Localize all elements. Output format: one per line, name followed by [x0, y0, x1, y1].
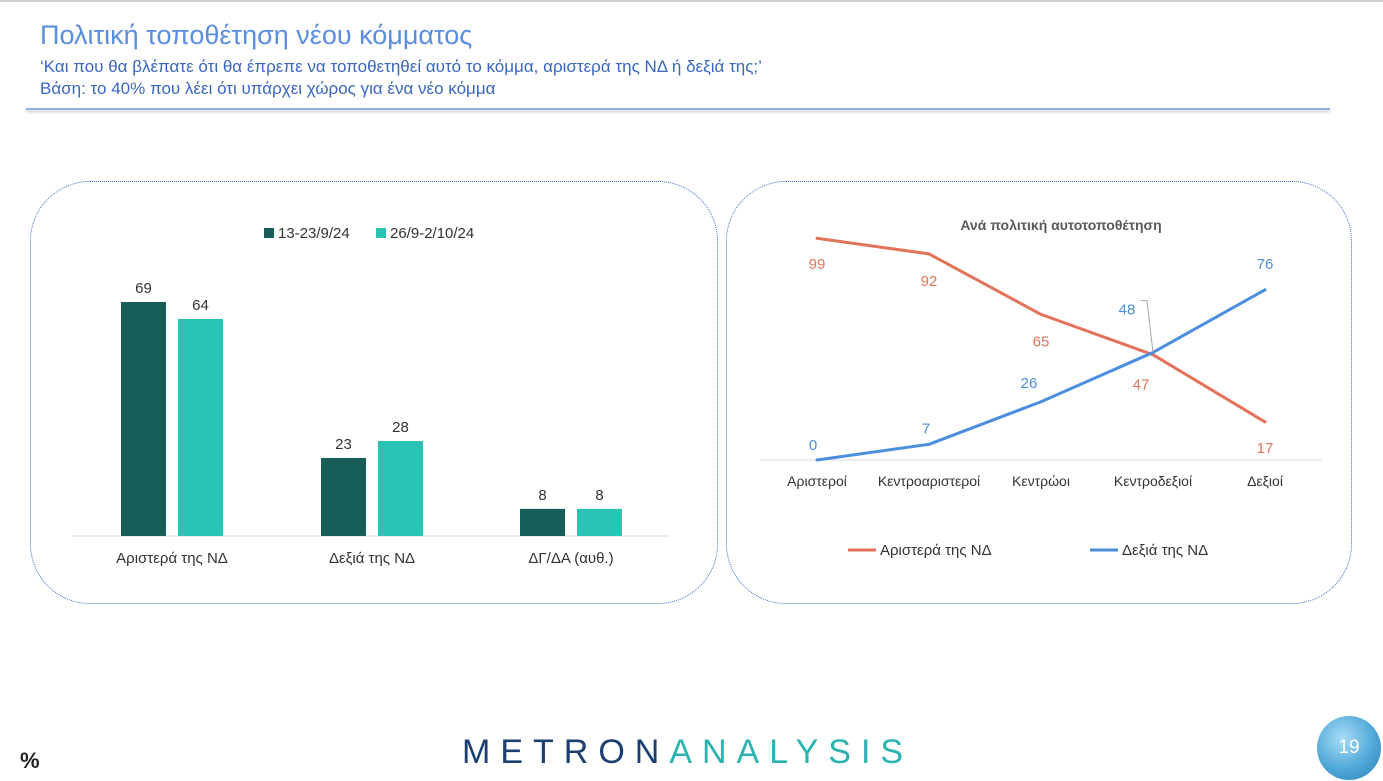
legend-label-1: Αριστερά της ΝΔ — [880, 542, 992, 559]
data-label-1-2: 92 — [921, 273, 938, 290]
legend-label-2: 26/9-2/10/24 — [390, 225, 474, 242]
line-chart-panel — [726, 181, 1352, 604]
x-tick-label-4: Κεντροδεξιοί — [1114, 473, 1192, 489]
brand-part-2: ANALYSIS — [669, 733, 914, 771]
data-label-1-1: 99 — [809, 256, 826, 273]
point-1-1 — [815, 236, 819, 240]
bar-chart-panel — [30, 181, 718, 604]
bar-value-2-2: 28 — [392, 419, 409, 436]
bar-value-1-1: 69 — [135, 280, 152, 297]
bar-3-2 — [577, 508, 622, 536]
point-2-5 — [1263, 288, 1267, 292]
top-border — [0, 0, 1383, 2]
x-tick-label-3: Κεντρώοι — [1012, 473, 1070, 489]
category-label-1: Αριστερά της ΝΔ — [116, 550, 228, 567]
legend-swatch-1 — [264, 228, 274, 238]
category-label-3: ΔΓ/ΔΑ (αυθ.) — [528, 550, 613, 567]
x-tick-label-2: Κεντροαριστεροί — [878, 473, 980, 489]
subtitle-block: ‘Και που θα βλέπατε ότι θα έπρεπε να τοπ… — [40, 56, 762, 100]
data-label-2-3: 26 — [1021, 375, 1038, 392]
bar-1-2 — [178, 318, 223, 536]
line-chart-title: Ανά πολιτική αυτοτοποθέτηση — [960, 217, 1161, 233]
bar-value-2-1: 23 — [335, 436, 352, 453]
bar-3-1 — [520, 508, 565, 536]
x-tick-label-1: Αριστεροί — [787, 473, 847, 489]
survey-question: ‘Και που θα βλέπατε ότι θα έπρεπε να τοπ… — [40, 57, 762, 76]
bar-2-1 — [321, 458, 366, 536]
point-2-2 — [927, 442, 931, 446]
data-label-1-4: 47 — [1133, 377, 1150, 394]
data-label-1-3: 65 — [1033, 333, 1050, 350]
x-tick-label-5: Δεξιοί — [1247, 473, 1283, 489]
data-label-2-4: 48 — [1119, 301, 1136, 318]
legend-swatch-2 — [376, 228, 386, 238]
page-number-badge: 19 — [1317, 716, 1381, 780]
survey-base: Βάση: το 40% που λέει ότι υπάρχει χώρος … — [40, 79, 496, 98]
bar-1-1 — [121, 302, 166, 536]
unit-label: % — [20, 748, 40, 773]
point-1-2 — [927, 252, 931, 256]
legend-label-1: 13-23/9/24 — [278, 225, 350, 242]
bar-value-3-2: 8 — [595, 487, 603, 504]
page-title: Πολιτική τοποθέτηση νέου κόμματος — [40, 20, 473, 50]
series-line-1 — [816, 236, 1266, 424]
data-label-2-1: 0 — [809, 437, 817, 454]
data-label-2-2: 7 — [922, 420, 930, 437]
bar-value-3-1: 8 — [538, 487, 546, 504]
leader-line — [1141, 299, 1154, 353]
title-rule — [26, 108, 1330, 110]
brand-part-1: METRON — [462, 733, 670, 771]
legend-label-2: Δεξιά της ΝΔ — [1122, 542, 1208, 559]
bar-value-1-2: 64 — [192, 297, 209, 314]
point-1-3 — [1039, 312, 1043, 316]
bar-2-2 — [378, 441, 423, 536]
point-2-3 — [1039, 400, 1043, 404]
data-label-1-5: 17 — [1257, 440, 1274, 457]
brand-logo: METRONANALYSIS — [462, 733, 913, 772]
point-1-5 — [1263, 420, 1267, 424]
point-2-1 — [815, 458, 819, 462]
category-label-2: Δεξιά της ΝΔ — [329, 550, 415, 567]
data-label-2-5: 76 — [1257, 256, 1274, 273]
